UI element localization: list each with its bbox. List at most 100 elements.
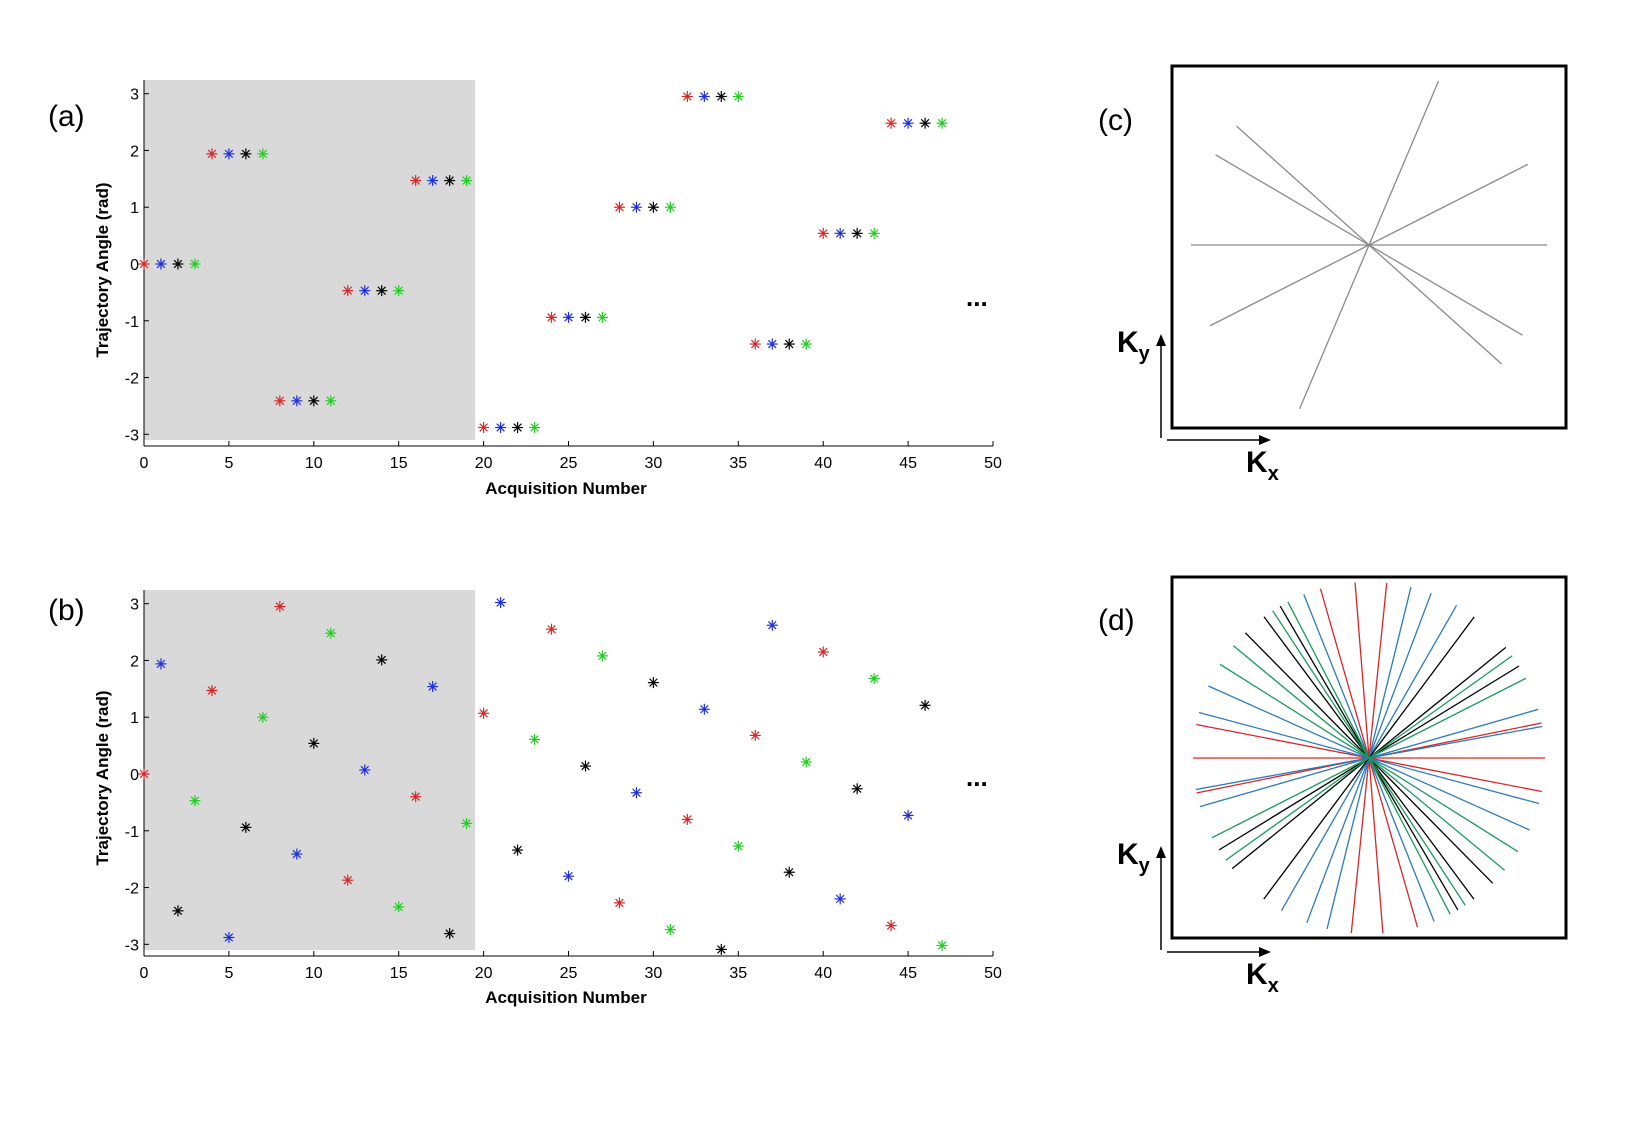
panel-b-point xyxy=(630,787,642,799)
panel-a-point xyxy=(546,311,558,323)
panel-c-label: (c) xyxy=(1098,104,1133,137)
panel-b-point xyxy=(800,756,812,768)
panel-a-point xyxy=(529,422,541,434)
panel-b-point xyxy=(427,681,439,693)
panel-a-point xyxy=(613,201,625,213)
panel-b-xtick-label: 45 xyxy=(899,965,917,982)
panel-a-point xyxy=(664,201,676,213)
panel-b-xtick-label: 40 xyxy=(814,965,832,982)
panel-b-ytick-label: 2 xyxy=(130,653,139,670)
panel-b-point xyxy=(868,673,880,685)
panel-b-ytick-label: -3 xyxy=(125,937,139,954)
panel-c-ky-label: Ky xyxy=(1117,326,1151,365)
panel-b-point xyxy=(444,928,456,940)
panel-b-point xyxy=(495,597,507,609)
panel-a-point xyxy=(495,422,507,434)
panel-b-point xyxy=(393,901,405,913)
panel-a-point xyxy=(461,175,473,187)
panel-a-point xyxy=(308,395,320,407)
panel-a-point xyxy=(698,91,710,103)
panel-a-ytick-label: -1 xyxy=(125,314,139,331)
panel-a-point xyxy=(155,258,167,270)
panel-b-point xyxy=(579,760,591,772)
panel-a-ytick-label: -2 xyxy=(125,371,139,388)
panel-a-point xyxy=(444,175,456,187)
panel-b-point xyxy=(461,817,473,829)
panel-b-ellipsis: ... xyxy=(966,762,988,792)
panel-b-point xyxy=(681,813,693,825)
panel-c-spoke xyxy=(1215,154,1523,336)
panel-a-xtick-label: 25 xyxy=(560,455,578,472)
panel-a-xtick-label: 15 xyxy=(390,455,408,472)
panel-b-point xyxy=(206,685,218,697)
panel-b-point xyxy=(155,658,167,670)
panel-b-point xyxy=(834,893,846,905)
panel-a-point xyxy=(172,258,184,270)
panel-b-point xyxy=(732,840,744,852)
panel-a-ytick-label: 3 xyxy=(130,87,139,104)
panel-c-trajectory-lines xyxy=(1191,80,1547,410)
panel-a-xtick-label: 20 xyxy=(475,455,493,472)
panel-a-point xyxy=(579,311,591,323)
panel-b-point xyxy=(138,768,150,780)
panel-a-point xyxy=(596,311,608,323)
panel-d-spoke xyxy=(1219,663,1519,853)
panel-b-point xyxy=(410,791,422,803)
panel-b-point xyxy=(936,939,948,951)
panel-b-xtick-label: 35 xyxy=(729,965,747,982)
panel-a-point xyxy=(189,258,201,270)
panel-a-point xyxy=(647,201,659,213)
panel-b-point xyxy=(749,729,761,741)
panel-b-xtick-label: 0 xyxy=(140,965,149,982)
panel-a-point xyxy=(376,285,388,297)
panel-a-point xyxy=(274,395,286,407)
panel-a-point xyxy=(325,395,337,407)
panel-c-kx-arrowhead-icon xyxy=(1259,435,1271,445)
panel-b-xtick-label: 20 xyxy=(475,965,493,982)
panel-a-xtick-label: 0 xyxy=(140,455,149,472)
panel-a-point xyxy=(681,91,693,103)
panel-d-ky-label: Ky xyxy=(1117,838,1151,877)
panel-b-point xyxy=(766,619,778,631)
panel-b-ytick-label: -1 xyxy=(125,824,139,841)
panel-d-kx-arrowhead-icon xyxy=(1259,947,1271,957)
panel-b-point xyxy=(563,870,574,882)
panel-b-xtick-label: 30 xyxy=(645,965,663,982)
panel-a-xtick-label: 10 xyxy=(305,455,323,472)
panel-a-point xyxy=(868,227,880,239)
panel-b-point xyxy=(274,601,286,613)
panel-b-point xyxy=(478,707,490,719)
panel-b-point xyxy=(223,932,235,944)
panel-b-point xyxy=(902,809,914,821)
panel-b-ytick-label: -2 xyxy=(125,881,139,898)
panel-b-point xyxy=(664,924,676,936)
panel-b-xtick-label: 15 xyxy=(390,965,408,982)
panel-a-point xyxy=(732,91,744,103)
panel-a-point xyxy=(206,148,218,160)
panel-b-point xyxy=(291,848,303,860)
panel-a-point xyxy=(427,175,439,187)
panel-a-point xyxy=(138,258,150,270)
panel-a-point xyxy=(834,227,846,239)
panel-d-trajectory-lines xyxy=(1193,582,1545,934)
panel-b-shaded-region xyxy=(144,590,476,950)
panel-a-point xyxy=(902,117,914,129)
panel-a-point xyxy=(478,422,490,434)
panel-a-point xyxy=(393,285,405,297)
panel-b-point xyxy=(546,623,558,635)
panel-a-point xyxy=(342,285,354,297)
panel-b-point xyxy=(512,844,524,856)
panel-b-point xyxy=(783,866,795,878)
panel-a-point xyxy=(410,175,422,187)
panel-b-point xyxy=(647,677,659,689)
panel-a-point xyxy=(359,285,371,297)
panel-a-point xyxy=(715,91,727,103)
panel-a-point xyxy=(257,148,269,160)
panel-b-point xyxy=(257,711,269,723)
panel-d-diagram: (d) Ky Kx xyxy=(1098,575,1568,997)
panel-a-point xyxy=(936,117,948,129)
